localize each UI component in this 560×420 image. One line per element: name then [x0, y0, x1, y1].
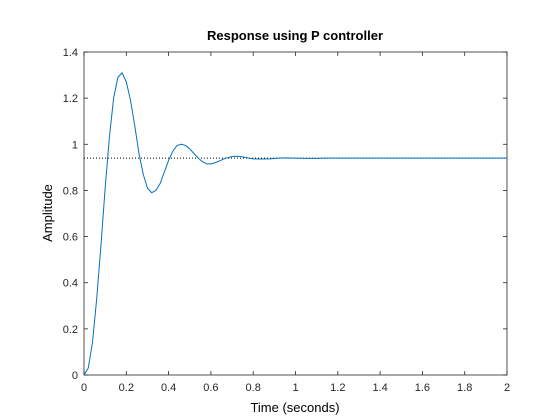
- plot-area-frame: [83, 51, 508, 376]
- chart-title: Response using P controller: [207, 28, 383, 43]
- x-tick-label: 1.2: [330, 382, 345, 394]
- x-tick-label: 1.4: [372, 382, 387, 394]
- x-tick-label: 1.6: [415, 382, 430, 394]
- x-tick-label: 0.4: [161, 382, 176, 394]
- x-tick-label: 0.8: [246, 382, 261, 394]
- y-tick-label: 1.2: [63, 93, 78, 105]
- x-tick-label: 0.6: [203, 382, 218, 394]
- x-tick-label: 1.8: [457, 382, 472, 394]
- x-tick-label: 0: [81, 382, 87, 394]
- x-tick-label: 2: [504, 382, 510, 394]
- x-axis-label: Time (seconds): [250, 400, 339, 415]
- y-tick-label: 1: [72, 139, 78, 151]
- response-series-line: [83, 72, 507, 376]
- y-axis-ticks: 0 0.2 0.4 0.6 0.8 1 1.2 1.4: [63, 47, 507, 382]
- y-tick-label: 0.2: [63, 324, 78, 336]
- y-axis-label: Amplitude: [40, 184, 55, 242]
- y-tick-label: 0.4: [63, 278, 78, 290]
- y-tick-label: 0.6: [63, 232, 78, 244]
- x-axis-ticks: 0 0.2 0.4 0.6 0.8 1 1.2 1.4 1.6 1.8 2: [81, 52, 510, 394]
- y-tick-label: 1.4: [63, 47, 78, 59]
- x-tick-label: 1: [292, 382, 298, 394]
- y-tick-label: 0: [72, 370, 78, 382]
- y-tick-label: 0.8: [63, 185, 78, 197]
- x-tick-label: 0.2: [119, 382, 134, 394]
